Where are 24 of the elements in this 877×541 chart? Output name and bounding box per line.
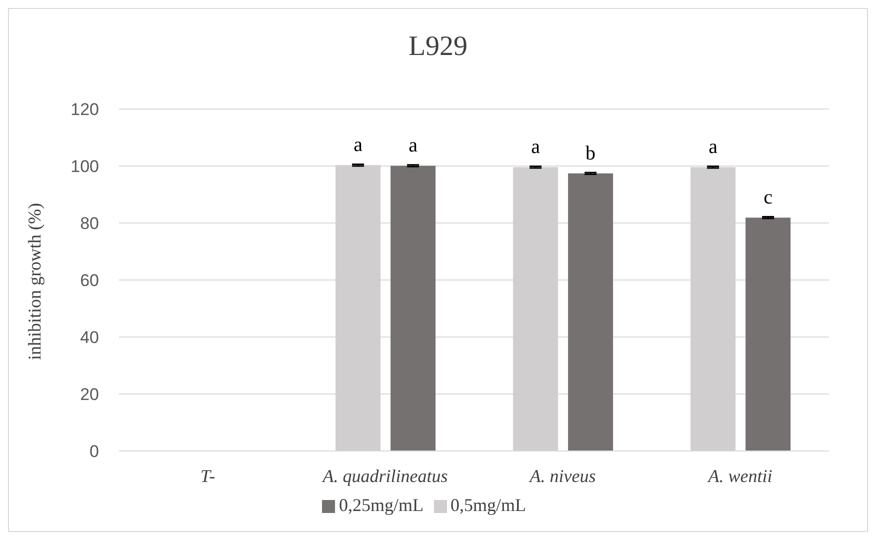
legend-label: 0,25mg/mL — [339, 495, 424, 515]
data-label: a — [708, 136, 718, 158]
legend-label: 0,5mg/mL — [450, 495, 526, 515]
data-label: b — [586, 142, 596, 164]
bar — [568, 173, 614, 451]
y-tick-label: 0 — [90, 442, 99, 462]
data-label: a — [531, 136, 540, 158]
x-tick-label: A. quadrilineatus — [322, 466, 448, 486]
bar — [746, 218, 791, 451]
y-tick-label: 80 — [80, 214, 99, 234]
data-label: c — [764, 186, 773, 209]
y-tick-label: 40 — [80, 328, 99, 348]
y-axis-title: inhibition growth (%) — [24, 203, 44, 360]
x-tick-label: T- — [200, 466, 216, 486]
y-tick-label: 120 — [70, 100, 99, 120]
x-tick-label: A. wentii — [707, 466, 772, 486]
bar — [390, 166, 436, 451]
x-tick-label: A. niveus — [528, 466, 596, 486]
chart-title: L929 — [407, 30, 469, 64]
y-tick-label: 60 — [80, 271, 99, 290]
data-label: a — [408, 134, 418, 157]
y-tick-label: 100 — [70, 157, 99, 176]
data-label: a — [354, 134, 363, 156]
y-tick-label: 20 — [80, 385, 99, 404]
